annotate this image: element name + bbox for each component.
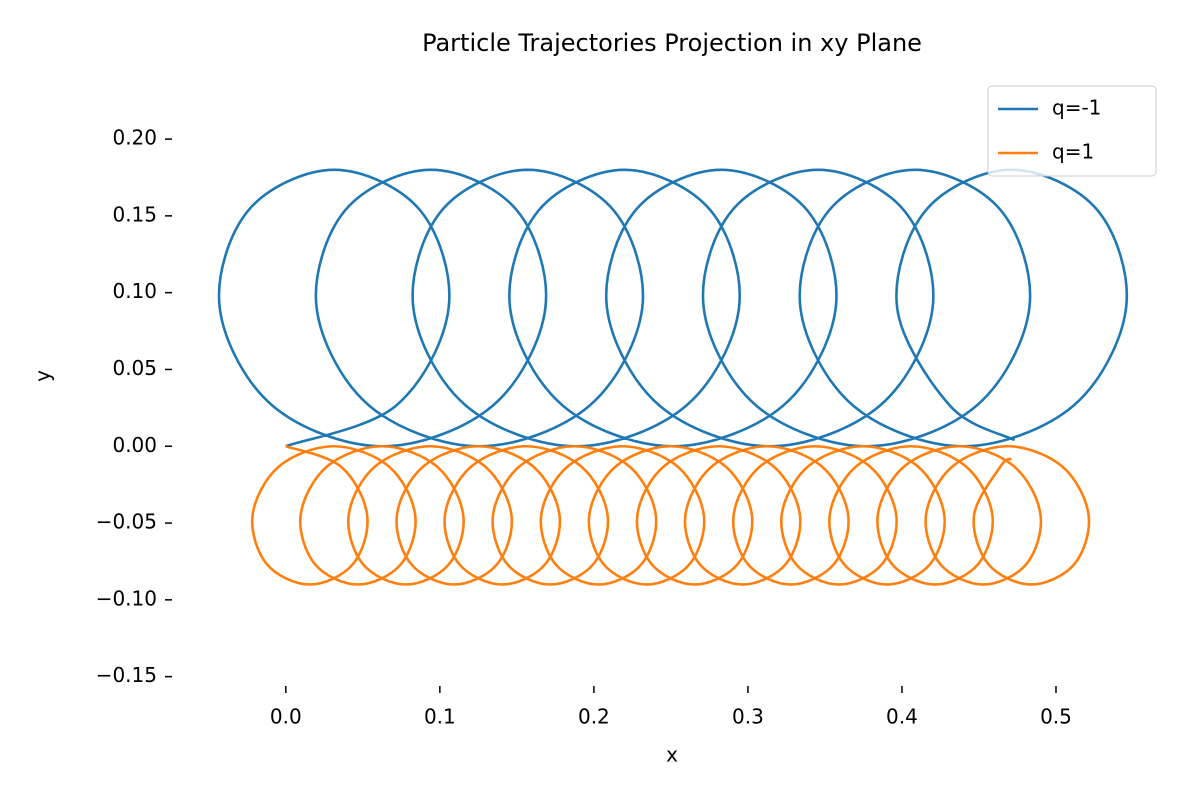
y-tick-label: 0.15 [112, 202, 157, 226]
x-tick-label: 0.0 [270, 705, 302, 729]
x-tick-label: 0.4 [886, 705, 918, 729]
x-tick-label: 0.3 [732, 705, 764, 729]
y-tick-label: −0.05 [96, 510, 157, 534]
legend-label: q=-1 [1052, 96, 1101, 120]
y-tick-label: 0.20 [112, 126, 157, 150]
legend-label: q=1 [1052, 140, 1094, 164]
series-line [250, 444, 1091, 586]
y-axis-label: y [31, 370, 55, 382]
chart-title: Particle Trajectories Projection in xy P… [422, 29, 922, 57]
y-tick-label: 0.05 [112, 356, 157, 380]
y-tick-label: 0.00 [112, 433, 157, 457]
series-line [217, 168, 1129, 448]
y-tick-label: −0.15 [96, 663, 157, 687]
x-tick-label: 0.5 [1040, 705, 1072, 729]
x-axis-label: x [666, 743, 678, 767]
y-tick-label: 0.10 [112, 279, 157, 303]
x-tick-label: 0.2 [578, 705, 610, 729]
y-tick-label: −0.10 [96, 586, 157, 610]
x-tick-label: 0.1 [424, 705, 456, 729]
